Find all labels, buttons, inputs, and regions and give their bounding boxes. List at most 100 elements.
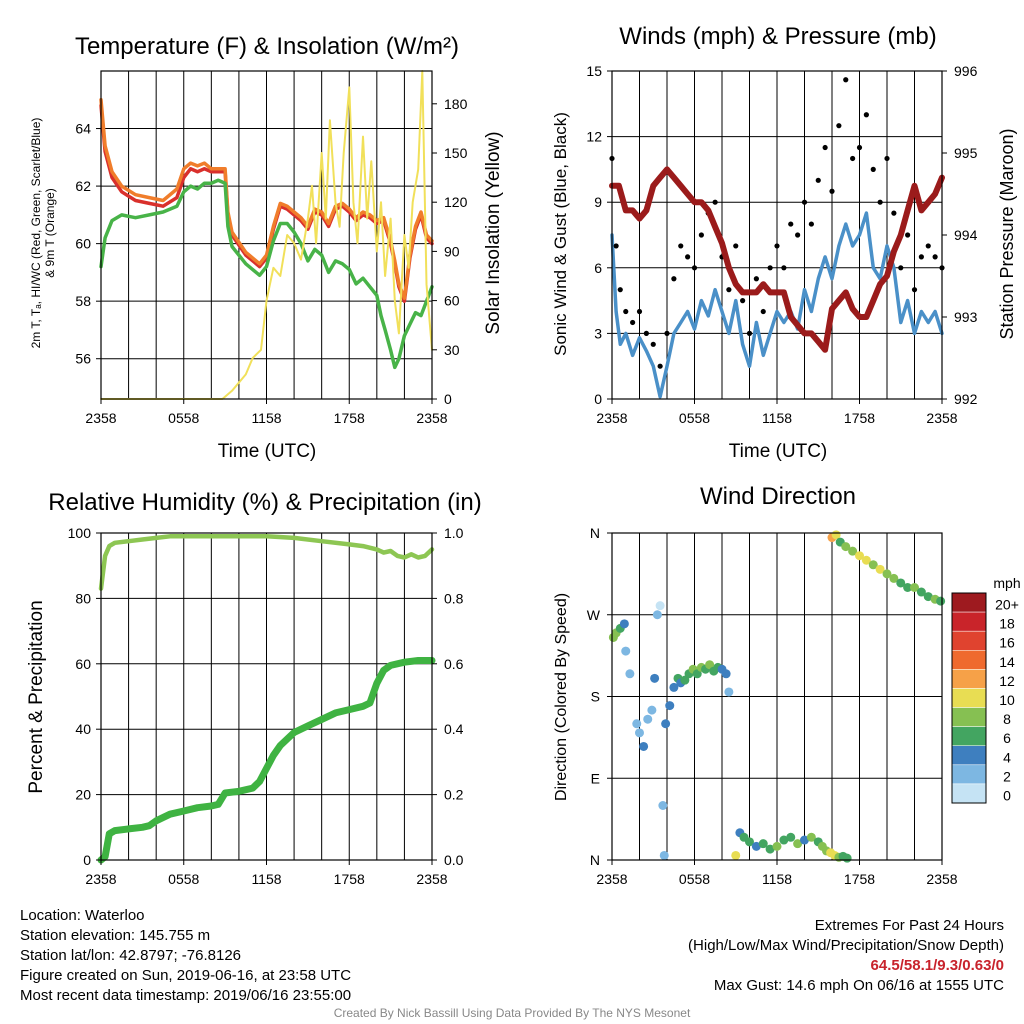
winds-title: Winds (mph) & Pressure (mb) — [619, 23, 936, 50]
winds-ytick-label: 0 — [594, 391, 602, 407]
colorbar-swatch — [951, 707, 987, 727]
colorbar-label: 16 — [999, 635, 1015, 651]
wdir-ytick-label: S — [591, 689, 600, 705]
winds-gust-point — [746, 330, 753, 336]
winds-gust-point — [863, 112, 869, 118]
wdir-ytick-label: E — [591, 770, 600, 786]
wdir-point — [665, 701, 675, 711]
wdir-point — [758, 839, 768, 849]
extremes-subheading: (High/Low/Max Wind/Precipitation/Snow De… — [688, 937, 1004, 954]
rh-xtick-label: 0558 — [168, 871, 199, 887]
colorbar-swatch — [951, 592, 987, 613]
colorbar-swatch — [951, 669, 987, 689]
wdir-point — [800, 835, 809, 845]
wdir-point — [705, 660, 715, 670]
winds-gust-point — [740, 298, 746, 304]
colorbar-label: 0 — [1003, 787, 1011, 803]
wdir-point — [875, 564, 885, 574]
recent-timestamp: Most recent data timestamp: 2019/06/16 2… — [20, 987, 352, 1004]
wdir-point — [936, 596, 946, 606]
temp-series-line — [99, 178, 434, 370]
wdir-title: Wind Direction — [700, 483, 856, 510]
winds-ytick-label: 9 — [594, 194, 602, 210]
rh-ytick-label: 20 — [75, 787, 91, 803]
colorbar-swatch — [951, 745, 987, 766]
colorbar-label: 12 — [999, 673, 1015, 689]
winds-gust-point — [774, 243, 780, 249]
colorbar-label: 14 — [999, 654, 1015, 670]
wdir-point — [806, 832, 816, 842]
wdir-point — [848, 546, 858, 556]
winds-gust-point — [643, 330, 649, 336]
rh-series-line — [98, 534, 435, 591]
wdir-point — [650, 673, 660, 683]
winds-gust-point — [856, 144, 863, 151]
rh-title: Relative Humidity (%) & Precipitation (i… — [48, 489, 481, 516]
winds-gust-point — [808, 221, 814, 227]
winds-gust-point — [760, 308, 766, 315]
winds-xtick-label: 2358 — [926, 410, 957, 426]
wdir-point — [765, 844, 775, 854]
colorbar-swatch — [951, 650, 987, 670]
winds-gust-point — [836, 123, 842, 129]
temp-y2tick-label: 90 — [444, 243, 460, 259]
temp-y2tick-label: 0 — [444, 391, 452, 407]
rh-series-line — [97, 657, 436, 864]
wdir-ytick-label: N — [590, 525, 600, 541]
wdir-point — [842, 853, 852, 863]
colorbar-label: 10 — [999, 692, 1015, 708]
wdir-point — [855, 551, 864, 561]
rh-plot: 2358 0558 1158 1758 2358 0 20 40 60 80 100 0.0 0.2 0.… — [68, 525, 464, 887]
temp-y2tick-label: 150 — [444, 145, 468, 161]
wdir-point — [635, 728, 644, 738]
winds-gust-point — [925, 243, 931, 249]
winds-xtick-label: 1758 — [844, 410, 875, 426]
wdir-xtick-label: 2358 — [926, 871, 957, 887]
rh-ytick-label: 40 — [75, 721, 91, 737]
rh-xtick-label: 1758 — [334, 871, 365, 887]
temp-xlabel: Time (UTC) — [218, 441, 317, 462]
rh-xtick-label: 2358 — [416, 871, 447, 887]
colorbar-label: 4 — [1003, 749, 1011, 765]
rh-y2tick-label: 0.8 — [444, 590, 464, 606]
rh-y2tick-label: 1.0 — [444, 525, 464, 541]
station-location: Location: Waterloo — [20, 907, 145, 924]
wdir-xtick-label: 1158 — [762, 871, 792, 887]
rh-y2tick-label: 0.6 — [444, 656, 464, 672]
colorbar-label: 2 — [1003, 768, 1011, 784]
wdir-point — [680, 675, 690, 685]
wdir-point — [882, 569, 892, 579]
wdir-point — [903, 583, 913, 592]
wdir-plot: 2358 0558 1158 1758 2358 N E S W N — [587, 525, 958, 887]
temp-ytick-label: 56 — [75, 351, 91, 367]
wdir-point — [889, 573, 899, 583]
colorbar-label: 8 — [1003, 711, 1011, 727]
wdir-point — [910, 583, 919, 592]
winds-gust-point — [733, 243, 739, 249]
max-gust: Max Gust: 14.6 mph On 06/16 at 1555 UTC — [713, 977, 1004, 994]
wdir-point — [841, 542, 851, 552]
temp-xtick-label: 1758 — [334, 410, 365, 426]
winds-gust-point — [678, 243, 684, 249]
winds-y2tick-label: 996 — [954, 63, 978, 79]
rh-xtick-label: 2358 — [85, 871, 116, 887]
winds-y2tick-label: 995 — [954, 145, 978, 161]
winds-gust-point — [822, 144, 828, 151]
wdir-point — [659, 850, 669, 860]
wdir-point — [751, 841, 761, 851]
temp-ytick-label: 62 — [75, 178, 91, 194]
wdir-ylabel-left: Direction (Colored By Speed) — [553, 593, 570, 801]
winds-gust-point — [691, 265, 698, 271]
winds-gust-point — [753, 276, 759, 282]
rh-y2tick-label: 0.0 — [444, 852, 464, 868]
winds-gust-point — [712, 199, 718, 205]
winds-gust-point — [898, 265, 904, 271]
wdir-point — [647, 705, 657, 715]
colorbar-frame — [951, 592, 987, 804]
extremes-heading: Extremes For Past 24 Hours — [814, 917, 1004, 934]
winds-gust-point — [664, 330, 670, 336]
winds-ytick-label: 15 — [586, 63, 602, 79]
temp-y2tick-label: 120 — [444, 194, 468, 210]
wdir-point — [639, 741, 649, 751]
wdir-point — [896, 578, 906, 588]
